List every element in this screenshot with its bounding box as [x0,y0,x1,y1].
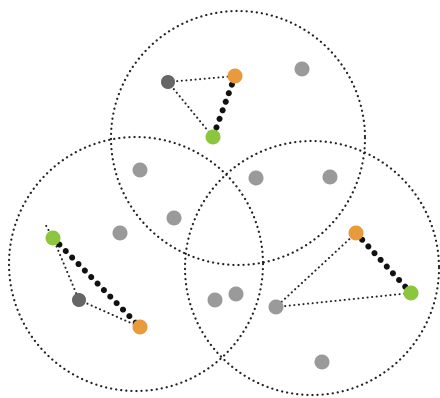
node-green [45,230,61,246]
node-green [403,285,419,301]
node-gray [132,162,148,178]
node-gray [322,169,338,185]
node-dark [72,293,86,307]
edge-thick [50,235,143,330]
node-gray [228,286,244,302]
node-gray [166,210,182,226]
node-orange [132,319,148,335]
edge-thin [78,299,141,328]
node-gray [268,299,284,315]
node-gray [112,225,128,241]
edge-thick [210,73,238,140]
edge-thick [353,230,414,296]
edge-thin [52,237,80,301]
node-gray [294,61,310,77]
edge-thin [43,221,54,239]
node-gray [314,354,330,370]
circle-bottom-left [7,135,265,393]
node-green [205,129,221,145]
node-gray [207,292,223,308]
node-orange [348,225,364,241]
edge-thin [167,75,236,83]
edge-thin [167,81,214,138]
circle-bottom-right [183,139,440,397]
node-gray [248,170,264,186]
node-dark [161,75,175,89]
circle-top [109,9,367,267]
edge-thin [275,232,357,308]
edge-thin [275,292,412,308]
node-orange [227,68,243,84]
